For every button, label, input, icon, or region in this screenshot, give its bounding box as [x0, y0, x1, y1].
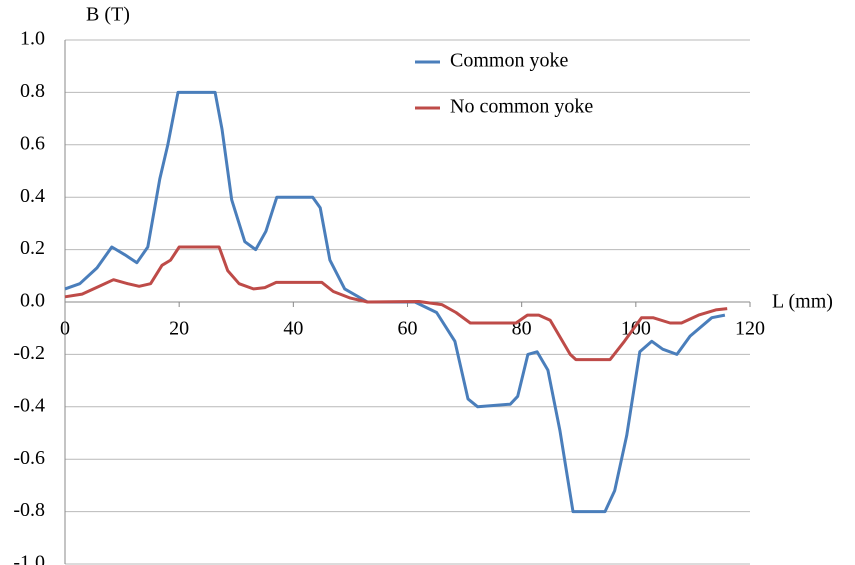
y-tick-label: 0.8 [20, 80, 45, 102]
x-tick-label: 40 [283, 318, 303, 340]
x-tick-label: 100 [621, 318, 651, 340]
x-tick-label: 20 [169, 318, 189, 340]
x-tick-label: 60 [398, 318, 418, 340]
y-tick-label: 0.2 [20, 237, 45, 259]
legend-label: Common yoke [450, 50, 568, 72]
y-tick-label: 0.6 [20, 132, 45, 154]
line-series [64, 245, 728, 362]
y-tick-label: -0.6 [13, 447, 45, 469]
x-axis-label: L (mm) [772, 291, 833, 313]
y-axis-label: B (T) [86, 4, 130, 26]
y-tick-label: 0.4 [20, 185, 45, 207]
legend-label: No common yoke [450, 96, 593, 118]
y-tick-label: -0.4 [13, 394, 45, 416]
y-tick-label: -0.2 [13, 342, 45, 364]
y-tick-label: -0.8 [13, 499, 45, 521]
y-tick-label: -1.0 [13, 552, 45, 565]
y-tick-label: 1.0 [20, 28, 45, 50]
x-tick-label: 0 [60, 318, 70, 340]
y-tick-label: 0.0 [20, 290, 45, 312]
x-tick-label: 120 [735, 318, 765, 340]
